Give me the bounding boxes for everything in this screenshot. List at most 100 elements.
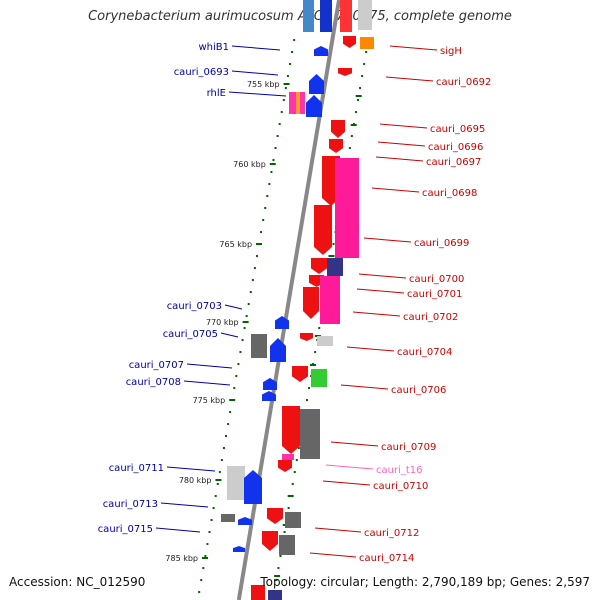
gene-block[interactable] [244,470,262,504]
gene-block[interactable] [285,512,301,528]
ruler-dot-right [293,471,296,473]
ruler-dot-left [288,63,291,65]
ruler-dot-left [268,183,271,185]
gene-cauri_0710-shape[interactable] [278,460,292,472]
gene-cauri_t16-shape[interactable] [282,454,294,460]
gene-label-cauri_0698: cauri_0698 [422,188,477,199]
leader-line [371,187,420,193]
gene-cauri_0711-shape[interactable] [227,466,245,500]
gene-cauri_0702-shape[interactable] [303,287,319,319]
ruler-dot-left [284,87,287,89]
ruler-dot-left [214,495,217,497]
gene-label-cauri_0703: cauri_0703 [167,301,222,312]
gene-cauri_0713-shape[interactable] [221,514,235,522]
ruler-dot-right [348,147,351,149]
ruler-dot-left [251,279,254,281]
gene-cauri_0706-shape[interactable] [292,366,308,382]
gene-label-cauri_0693: cauri_0693 [174,67,229,78]
gene-label-cauri_0697: cauri_0697 [426,157,481,168]
ruler-dot-right [277,567,280,569]
gene-block[interactable] [279,535,295,555]
leader-line [389,45,438,51]
gene-block[interactable] [311,369,327,387]
scale-tick-label: 785 kbp [165,554,198,563]
ruler-dot-left [260,231,263,233]
gene-label-cauri_0705: cauri_0705 [163,329,218,340]
gene-cauri_0699-shape[interactable] [314,205,332,255]
scale-tick-label: 775 kbp [193,396,226,405]
gene-block[interactable] [238,517,252,525]
gene-cauri_0693-shape[interactable] [309,74,324,94]
gene-block[interactable] [268,590,282,600]
gene-whiB1-shape[interactable] [314,46,328,56]
gene-block[interactable] [270,338,286,362]
leader-line [231,45,281,51]
ruler-dot-left [206,543,209,545]
leader-line [322,480,371,486]
ruler-dot-left [216,483,219,485]
ruler-dot-right [275,579,278,581]
gene-cauri_0698-shape[interactable] [335,158,359,258]
ruler-dot-left [247,303,250,305]
gene-label-cauri_0715: cauri_0715 [98,524,153,535]
gene-label-cauri_0712: cauri_0712 [364,528,419,539]
gene-rhlE-part[interactable] [296,92,300,114]
gene-block[interactable] [358,0,372,30]
leader-line [186,363,233,369]
ruler-dot-left [270,171,273,173]
gene-sigH-shape[interactable] [343,36,356,48]
gene-label-sigH: sigH [440,46,462,57]
ruler-dot-left [210,519,213,521]
ruler-dot-right [291,483,294,485]
gene-cauri_0703-shape[interactable] [275,316,289,329]
leader-line [228,91,287,97]
ruler-dot-left [272,159,275,161]
ruler-dot-left [202,567,205,569]
ruler-dot-left [291,51,294,53]
leader-line [346,346,395,352]
leader-line [224,304,243,310]
gene-cauri_0695-shape[interactable] [331,120,345,138]
gene-label-cauri_0695: cauri_0695 [430,124,485,135]
gene-block[interactable] [300,409,320,459]
leader-line [356,288,405,294]
ruler-dot-left [264,207,267,209]
gene-label-cauri_0709: cauri_0709 [381,442,436,453]
gene-cauri_0708-shape[interactable] [262,391,276,401]
leader-line [160,502,209,508]
gene-block[interactable] [251,585,265,600]
ruler-dot-left [235,375,238,377]
ruler-dot-right [279,555,282,557]
ruler-dot-left [222,447,225,449]
gene-cauri_0709-shape[interactable] [282,406,300,454]
gene-label-whiB1: whiB1 [198,42,229,53]
gene-cauri_0692-shape[interactable] [338,68,352,76]
gene-cauri_0704-shape[interactable] [300,333,313,341]
gene-cauri_0700-shape[interactable] [311,258,327,274]
gene-label-cauri_0708: cauri_0708 [126,377,181,388]
gene-cauri_0715-shape[interactable] [233,546,245,552]
ruler-dot-left [220,459,223,461]
gene-cauri_0714-shape[interactable] [262,531,278,551]
ruler-dot-left [245,315,248,317]
gene-block[interactable] [327,258,343,276]
leader-line [358,273,407,279]
gene-cauri_0696-shape[interactable] [329,139,343,153]
ruler-dot-left [225,435,228,437]
gene-sigH-part[interactable] [360,37,374,49]
gene-block[interactable] [320,276,340,324]
gene-block[interactable] [303,0,314,32]
gene-block[interactable] [320,0,332,32]
gene-cauri_0712-shape[interactable] [267,508,283,524]
ruler-dot-right [297,447,300,449]
gene-block[interactable] [317,336,333,346]
gene-cauri_0707-shape[interactable] [263,378,277,390]
gene-block[interactable] [340,0,352,32]
gene-block[interactable] [306,95,322,117]
gene-label-cauri_0692: cauri_0692 [436,77,491,88]
ruler-dot-right [287,507,290,509]
gene-cauri_0705-shape[interactable] [251,334,267,358]
leader-line [385,76,434,82]
ruler-dot-left [249,291,252,293]
